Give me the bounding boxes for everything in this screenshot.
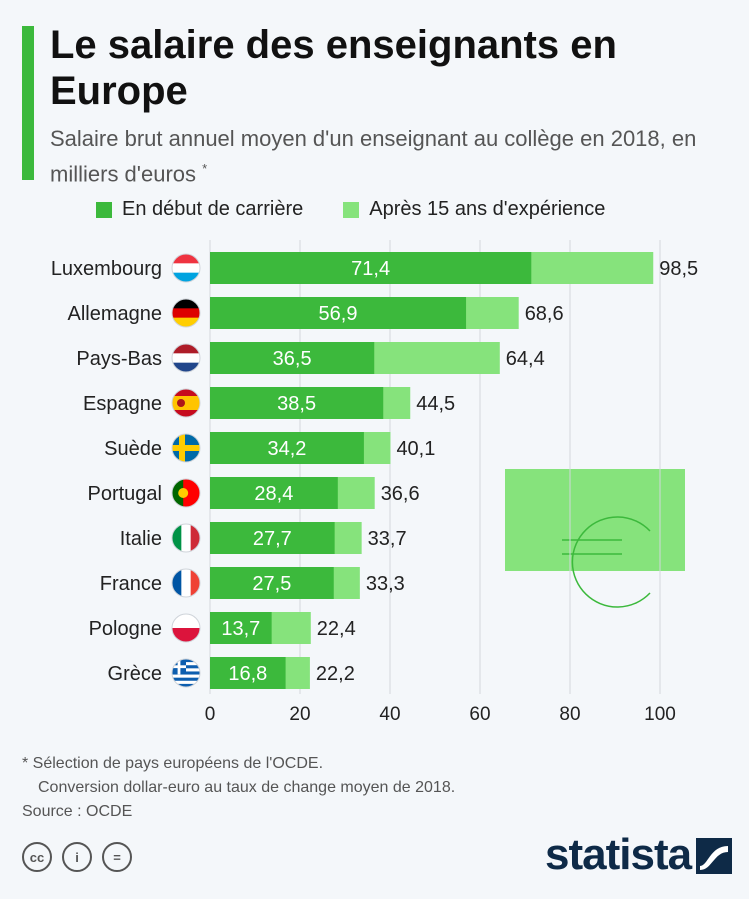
netherlands-flag-icon	[172, 344, 200, 372]
data-label-start-6: 27,7	[253, 528, 292, 550]
bar-start-9	[210, 657, 286, 689]
italy-flag-icon	[172, 524, 200, 552]
data-label-start-9: 16,8	[228, 663, 267, 685]
category-label-0: Luxembourg	[51, 258, 162, 280]
data-label-start-8: 13,7	[221, 618, 260, 640]
data-label-start-1: 56,9	[319, 303, 358, 325]
greece-flag-icon	[172, 659, 200, 687]
category-label-2: Pays-Bas	[76, 348, 162, 370]
cc-icon[interactable]: cc	[22, 842, 52, 872]
luxembourg-flag-icon	[172, 254, 200, 282]
flag-border-7	[171, 568, 201, 598]
license-icons: cc i =	[22, 842, 142, 872]
category-label-1: Allemagne	[67, 303, 162, 325]
bar-start-6	[210, 522, 335, 554]
legend-swatch-after	[343, 201, 360, 218]
data-label-end-8: 22,4	[317, 618, 356, 640]
spain-flag-icon	[172, 389, 200, 417]
bar-start-4	[210, 432, 364, 464]
data-label-end-0: 98,5	[659, 258, 698, 280]
data-label-start-2: 36,5	[273, 348, 312, 370]
x-tick-label-0: 0	[205, 704, 216, 725]
data-label-end-3: 44,5	[416, 393, 455, 415]
bar-start-0	[210, 252, 532, 284]
footnote-source: Source : OCDE	[22, 803, 133, 820]
category-label-7: France	[100, 573, 162, 595]
footnote-line-1: * Sélection de pays européens de l'OCDE.	[22, 755, 324, 772]
legend-label-after: Après 15 ans d'expérience	[369, 198, 606, 220]
flag-border-4	[171, 433, 201, 463]
legend-item-start: En début de carrière	[96, 198, 303, 221]
x-tick-label-80: 80	[559, 704, 580, 725]
data-label-start-0: 71,4	[351, 258, 390, 280]
data-label-end-1: 68,6	[525, 303, 564, 325]
france-flag-icon	[172, 569, 200, 597]
data-label-end-7: 33,3	[366, 573, 405, 595]
category-label-3: Espagne	[83, 393, 162, 415]
category-label-8: Pologne	[89, 618, 162, 640]
footnote-line-2: Conversion dollar-euro au taux de change…	[38, 779, 456, 796]
legend-item-after: Après 15 ans d'expérience	[343, 198, 605, 221]
data-label-start-5: 28,4	[254, 483, 293, 505]
flag-border-1	[171, 298, 201, 328]
data-label-end-6: 33,7	[368, 528, 407, 550]
statista-logo[interactable]: statista	[545, 830, 692, 879]
chart-title: Le salaire des enseignants en Europe	[50, 23, 617, 113]
euro-note-icon	[505, 469, 685, 571]
data-label-end-5: 36,6	[381, 483, 420, 505]
flag-border-5	[171, 478, 201, 508]
no-derivatives-icon[interactable]: =	[102, 842, 132, 872]
flag-border-2	[171, 343, 201, 373]
data-label-end-9: 22,2	[316, 663, 355, 685]
bar-start-3	[210, 387, 384, 419]
flag-border-6	[171, 523, 201, 553]
data-label-start-4: 34,2	[267, 438, 306, 460]
x-tick-label-60: 60	[469, 704, 490, 725]
title-accent-bar	[22, 26, 34, 180]
bar-start-8	[210, 612, 272, 644]
euro-symbol-arc	[571, 516, 651, 608]
chart-subtitle: Salaire brut annuel moyen d'un enseignan…	[50, 124, 730, 189]
statista-logo-mark	[696, 838, 732, 874]
legend-swatch-start	[96, 201, 112, 218]
subtitle-text: Salaire brut annuel moyen d'un enseignan…	[50, 126, 697, 187]
bar-chart: 0 20 40 60 80 100 71,4 98,5 Luxembourg 56,9 68,6 Al…	[51, 240, 698, 725]
x-tick-label-20: 20	[289, 704, 310, 725]
sweden-flag-icon	[172, 434, 200, 462]
attribution-icon[interactable]: i	[62, 842, 92, 872]
data-label-end-2: 64,4	[506, 348, 545, 370]
category-label-5: Portugal	[88, 483, 163, 505]
legend: En début de carrière Après 15 ans d'expé…	[96, 198, 645, 221]
bar-start-7	[210, 567, 334, 599]
germany-flag-icon	[172, 299, 200, 327]
data-label-start-7: 27,5	[252, 573, 291, 595]
x-tick-label-100: 100	[644, 704, 676, 725]
flag-border-0	[171, 253, 201, 283]
flag-border-3	[171, 388, 201, 418]
data-label-end-4: 40,1	[396, 438, 435, 460]
bar-start-1	[210, 297, 467, 329]
legend-label-start: En début de carrière	[122, 198, 304, 220]
data-label-start-3: 38,5	[277, 393, 316, 415]
flag-border-9	[171, 658, 201, 688]
category-label-6: Italie	[120, 528, 162, 550]
portugal-flag-icon	[172, 479, 200, 507]
footnote: * Sélection de pays européens de l'OCDE.…	[22, 752, 455, 824]
category-label-4: Suède	[104, 438, 162, 460]
category-label-9: Grèce	[108, 663, 162, 685]
flag-border-8	[171, 613, 201, 643]
bar-start-2	[210, 342, 375, 374]
bar-start-5	[210, 477, 338, 509]
subtitle-mark: *	[202, 161, 208, 176]
poland-flag-icon	[172, 614, 200, 642]
x-tick-label-40: 40	[379, 704, 400, 725]
